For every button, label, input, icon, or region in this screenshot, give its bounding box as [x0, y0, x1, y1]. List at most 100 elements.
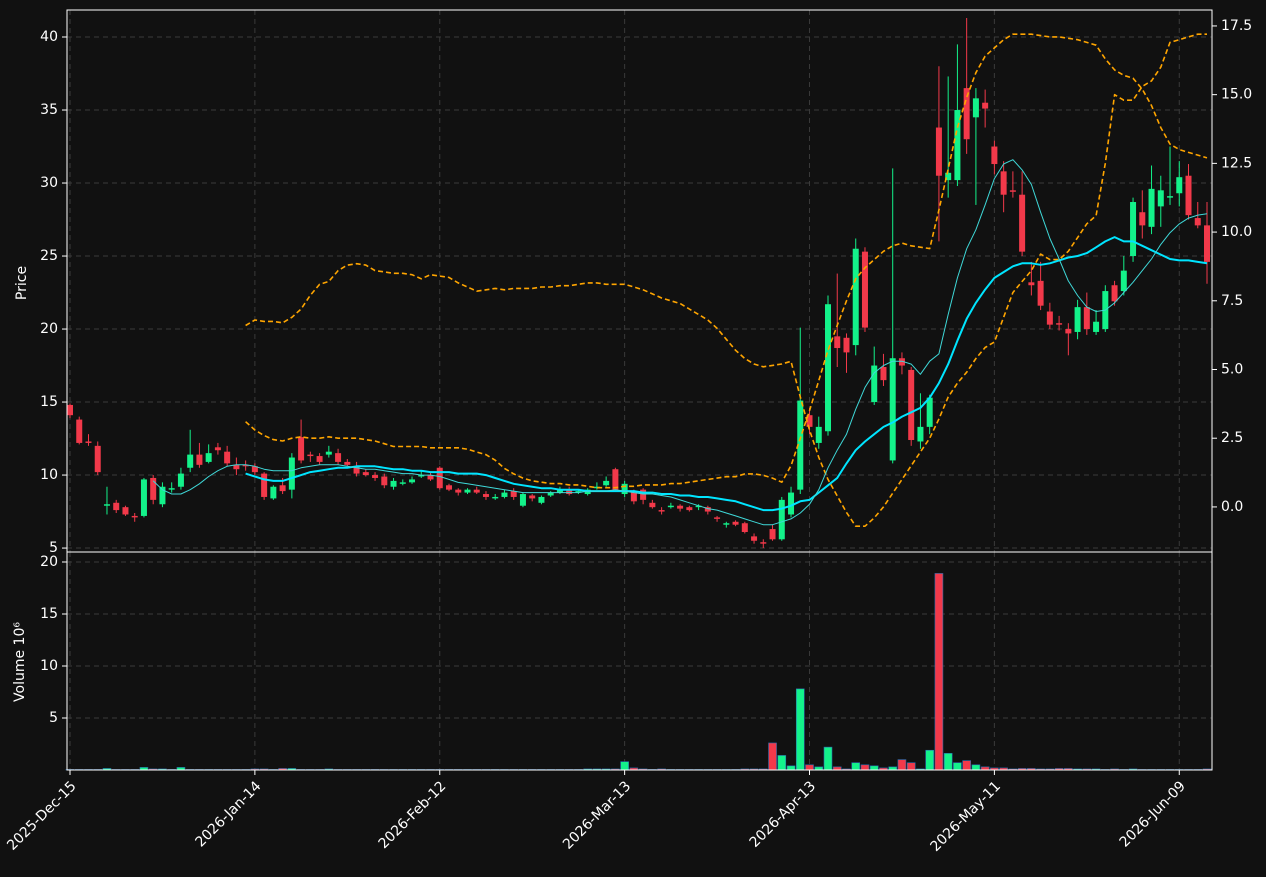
y-tick-label: 20: [40, 554, 58, 570]
y-tick-label: 5: [49, 540, 58, 556]
y-tick-label: 15: [40, 606, 58, 622]
candle-body: [205, 453, 212, 462]
volume-bar: [962, 760, 971, 771]
candle-body: [982, 102, 989, 109]
candle-body: [769, 529, 776, 540]
y-axis-label: Price: [14, 266, 30, 300]
candle-body: [316, 456, 323, 462]
indicator-line: [245, 236, 1208, 512]
candle-body: [1009, 190, 1016, 192]
candle-body: [806, 415, 813, 427]
candle-body: [695, 505, 702, 508]
candle-body: [168, 488, 175, 490]
candle-body: [1000, 171, 1007, 195]
volume-bar: [971, 764, 981, 771]
candle-body: [547, 492, 554, 496]
volume-bar: [906, 762, 916, 771]
candle-body: [242, 464, 249, 467]
candle-body: [1019, 194, 1026, 252]
candle-body: [741, 523, 748, 532]
candle-body: [150, 477, 157, 500]
candle-body: [935, 127, 942, 176]
volume-bar: [795, 688, 805, 771]
candle-body: [501, 492, 508, 497]
candle-body: [482, 494, 489, 497]
candle-body: [464, 489, 471, 493]
y2-tick-label: 10.0: [1221, 224, 1252, 240]
candle-body: [1139, 212, 1146, 226]
volume-axis-label: Volume 10⁶: [12, 622, 28, 702]
volume-bar: [925, 749, 934, 771]
candle-body: [843, 337, 850, 353]
y-tick-label: 10: [40, 467, 58, 483]
candle-body: [1074, 307, 1081, 332]
candle-body: [677, 505, 684, 509]
candle-body: [612, 469, 619, 490]
candle-body: [861, 251, 868, 328]
volume-bar: [953, 762, 962, 771]
y2-tick-label: 15.0: [1221, 87, 1252, 103]
candle-body: [667, 505, 674, 508]
candle-body: [630, 492, 637, 502]
candle-body: [307, 454, 314, 457]
candle-body: [455, 489, 462, 493]
candle-body: [889, 358, 896, 461]
indicator-line: [152, 159, 1208, 526]
candle-body: [658, 510, 665, 512]
candle-body: [1083, 307, 1090, 330]
y-tick-label: 25: [40, 248, 58, 264]
candle-body: [381, 476, 388, 486]
candle-body: [261, 473, 268, 497]
candle-body: [1037, 280, 1044, 306]
candle-body: [538, 496, 545, 503]
candle-body: [926, 397, 933, 427]
y-tick-label: 30: [40, 175, 58, 191]
y2-tick-label: 0.0: [1221, 499, 1243, 515]
candle-body: [1185, 175, 1192, 216]
candle-body: [492, 496, 499, 499]
candle-body: [362, 472, 369, 476]
candle-body: [1167, 196, 1174, 198]
candle-body: [224, 451, 231, 464]
y2-tick-label: 12.5: [1221, 155, 1252, 171]
candle-body: [778, 499, 785, 540]
y-tick-label: 35: [40, 102, 58, 118]
candle-body: [603, 480, 610, 486]
volume-bar: [768, 742, 777, 771]
candle-body: [298, 437, 305, 461]
candle-body: [991, 146, 998, 165]
candle-body: [529, 495, 536, 499]
candle-body: [797, 400, 804, 490]
candle-body: [732, 521, 739, 525]
candle-body: [686, 507, 693, 511]
candle-body: [76, 419, 83, 443]
candle-body: [159, 486, 166, 505]
candle-body: [177, 473, 184, 487]
candle-body: [815, 426, 822, 443]
indicator-line: [245, 33, 1207, 527]
candle-body: [972, 98, 979, 118]
candle-body: [113, 502, 120, 511]
y2-tick-label: 2.5: [1221, 430, 1243, 446]
volume-bar: [869, 765, 879, 771]
candle-body: [760, 542, 767, 544]
candle-body: [714, 517, 721, 519]
y-tick-label: 5: [49, 710, 58, 726]
candle-body: [621, 483, 628, 495]
y2-tick-label: 5.0: [1221, 362, 1243, 378]
candle-body: [963, 88, 970, 140]
candle-body: [788, 492, 795, 515]
candle-body: [390, 480, 397, 487]
candle-body: [1157, 190, 1164, 207]
candle-body: [399, 482, 406, 484]
candle-body: [418, 475, 425, 477]
candle-body: [1148, 188, 1155, 227]
volume-bar: [943, 753, 953, 771]
volume-bar: [805, 764, 814, 771]
indicator-line: [245, 33, 1208, 489]
candle-body: [908, 369, 915, 441]
candle-body: [436, 467, 443, 489]
candle-body: [1176, 177, 1183, 194]
candle-body: [473, 489, 480, 493]
